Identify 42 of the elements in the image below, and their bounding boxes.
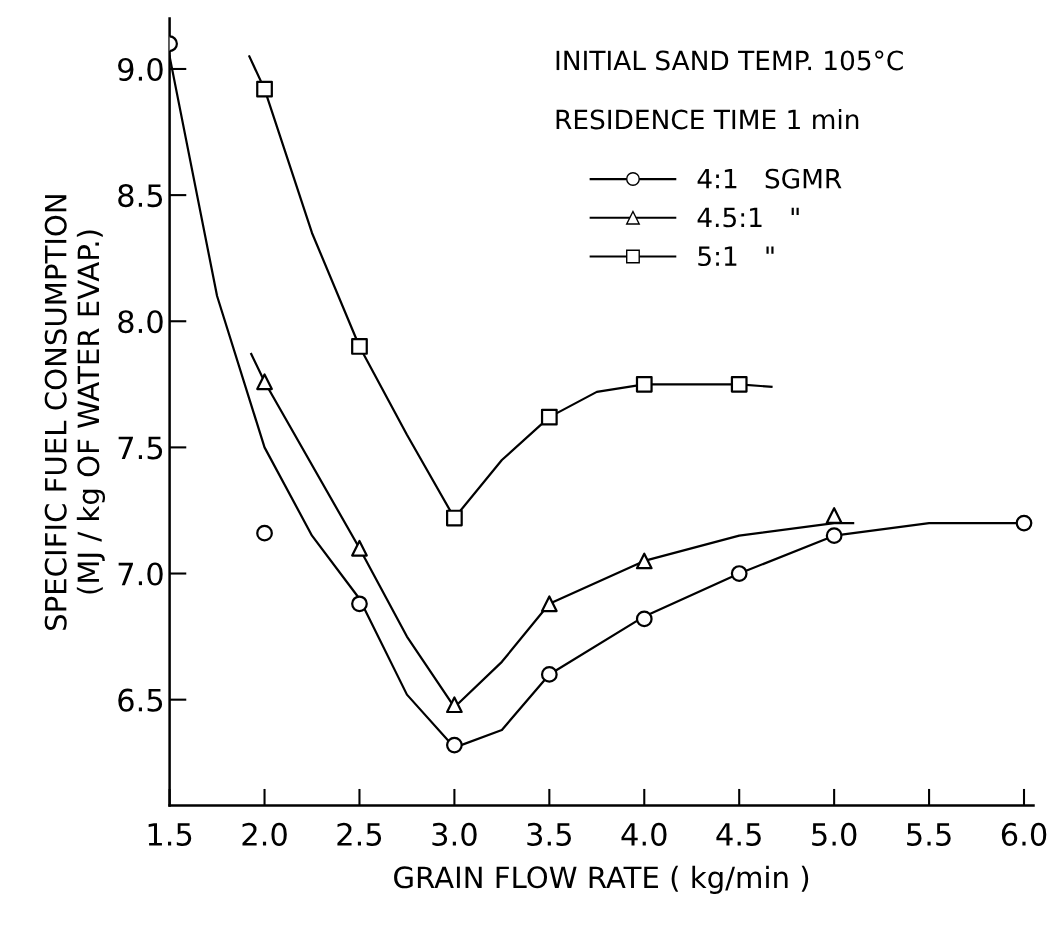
point: [635, 610, 653, 628]
point: [540, 666, 558, 683]
point: [635, 552, 653, 570]
y-tick-label: 8.0: [118, 310, 163, 334]
y-tick-label: 7.0: [118, 562, 163, 586]
point: [351, 595, 368, 613]
point: [540, 595, 558, 613]
point: [256, 80, 273, 98]
point: [446, 509, 463, 527]
x-tick-label: 2.5: [337, 822, 382, 846]
x-tick-label: 6.0: [1001, 822, 1047, 846]
point: [446, 696, 463, 714]
annotation: RESIDENCE TIME 1 min: [556, 109, 859, 130]
y-axis-title: SPECIFIC FUEL CONSUMPTION (MJ / kg OF WATER EVAP.): [44, 195, 106, 630]
x-tick-label: 5.0: [812, 822, 857, 846]
point: [825, 527, 843, 545]
point: [256, 373, 273, 391]
point: [730, 565, 748, 582]
x-tick-label: 1.5: [148, 823, 192, 846]
x-tick-label: 4.0: [621, 822, 667, 846]
legend-label: 4:1 SGMR: [697, 168, 842, 189]
point: [730, 375, 748, 393]
legend-label: 5:1 ": [698, 246, 774, 267]
x-tick-label: 5.5: [907, 823, 951, 846]
x-tick-label: 3.5: [527, 822, 571, 846]
x-tick-label: 2.0: [242, 822, 287, 846]
x-tick-label: 4.5: [716, 823, 761, 846]
point: [351, 539, 368, 557]
y-tick-label: 6.5: [118, 688, 163, 712]
annotation: INITIAL SAND TEMP. 105°C: [556, 50, 903, 71]
y-tick-label: 7.5: [118, 436, 163, 460]
point: [446, 736, 463, 754]
x-axis-title: GRAIN FLOW RATE ( kg/min ): [394, 865, 809, 894]
x-tick-label: 3.0: [432, 822, 477, 846]
point: [1015, 514, 1033, 532]
y-tick-label: 9.0: [118, 57, 163, 82]
y-tick-label: 8.5: [118, 184, 163, 208]
point: [540, 408, 558, 426]
point: [351, 338, 368, 355]
point: [635, 375, 653, 393]
legend-label: 4.5:1 ": [697, 207, 799, 228]
point: [256, 524, 273, 542]
